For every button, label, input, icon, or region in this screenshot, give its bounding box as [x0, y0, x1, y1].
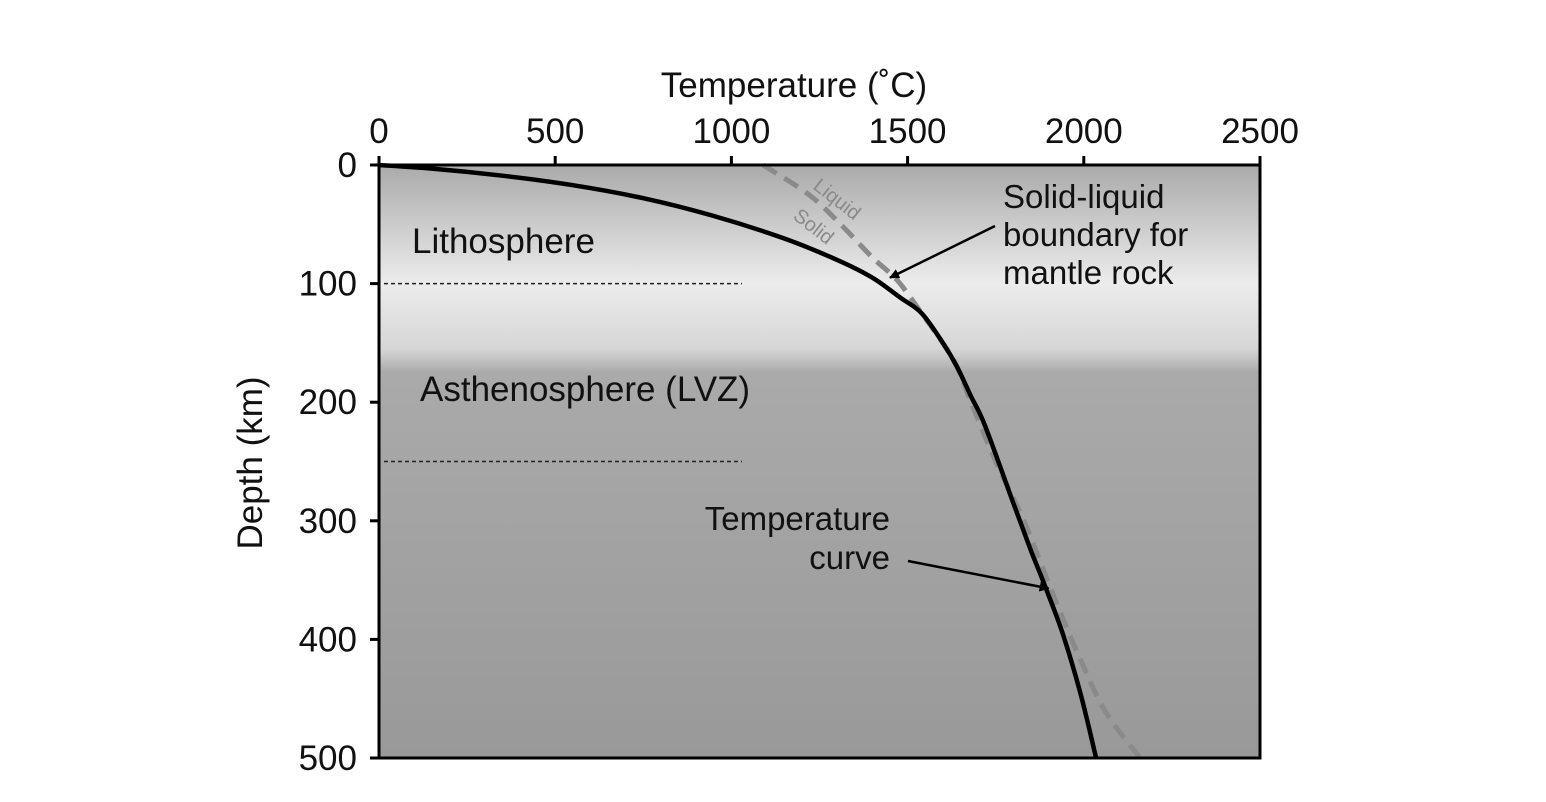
annotation-arrow	[889, 224, 996, 279]
y-tick-label: 500	[299, 739, 357, 778]
annotation-line: Temperature	[705, 500, 890, 537]
annotations: Solid-liquid boundary for mantle rock Tempe…	[705, 178, 1188, 592]
y-axis-title: Depth (km)	[231, 376, 270, 549]
annotation-line: Solid-liquid	[1003, 178, 1164, 215]
y-tick-label: 300	[299, 502, 357, 541]
y-tick-label: 0	[338, 146, 357, 185]
annotation-line: curve	[809, 539, 890, 576]
y-tick-label: 100	[299, 265, 357, 304]
x-tick-label: 2000	[1045, 112, 1123, 151]
x-axis-title: Temperature (˚C)	[661, 66, 927, 105]
annotation-text: Temperature curve	[705, 500, 890, 576]
annotation-line: boundary for	[1003, 216, 1188, 253]
region-boundaries	[384, 282, 742, 463]
y-tick-label: 400	[299, 620, 357, 659]
y-tick-label: 200	[299, 383, 357, 422]
region-label: Asthenosphere (LVZ)	[420, 370, 750, 409]
y-axis: 0 100 200 300 400 500	[299, 146, 379, 778]
annotation-text: Solid-liquid boundary for mantle rock	[1003, 178, 1188, 291]
x-tick-label: 500	[526, 112, 584, 151]
x-tick-label: 1000	[692, 112, 770, 151]
x-tick-label: 2500	[1221, 112, 1299, 151]
region-labels: Lithosphere Asthenosphere (LVZ)	[412, 222, 750, 409]
x-axis: 0 500 1000 1500 2000 2500	[369, 112, 1299, 165]
annotation-line: mantle rock	[1003, 254, 1174, 291]
region-label: Lithosphere	[412, 222, 595, 261]
plot-frame	[377, 163, 1262, 760]
x-tick-label: 1500	[869, 112, 947, 151]
x-tick-label: 0	[369, 112, 388, 151]
temperature-curve	[378, 162, 1099, 759]
annotation-arrow	[907, 559, 1050, 592]
